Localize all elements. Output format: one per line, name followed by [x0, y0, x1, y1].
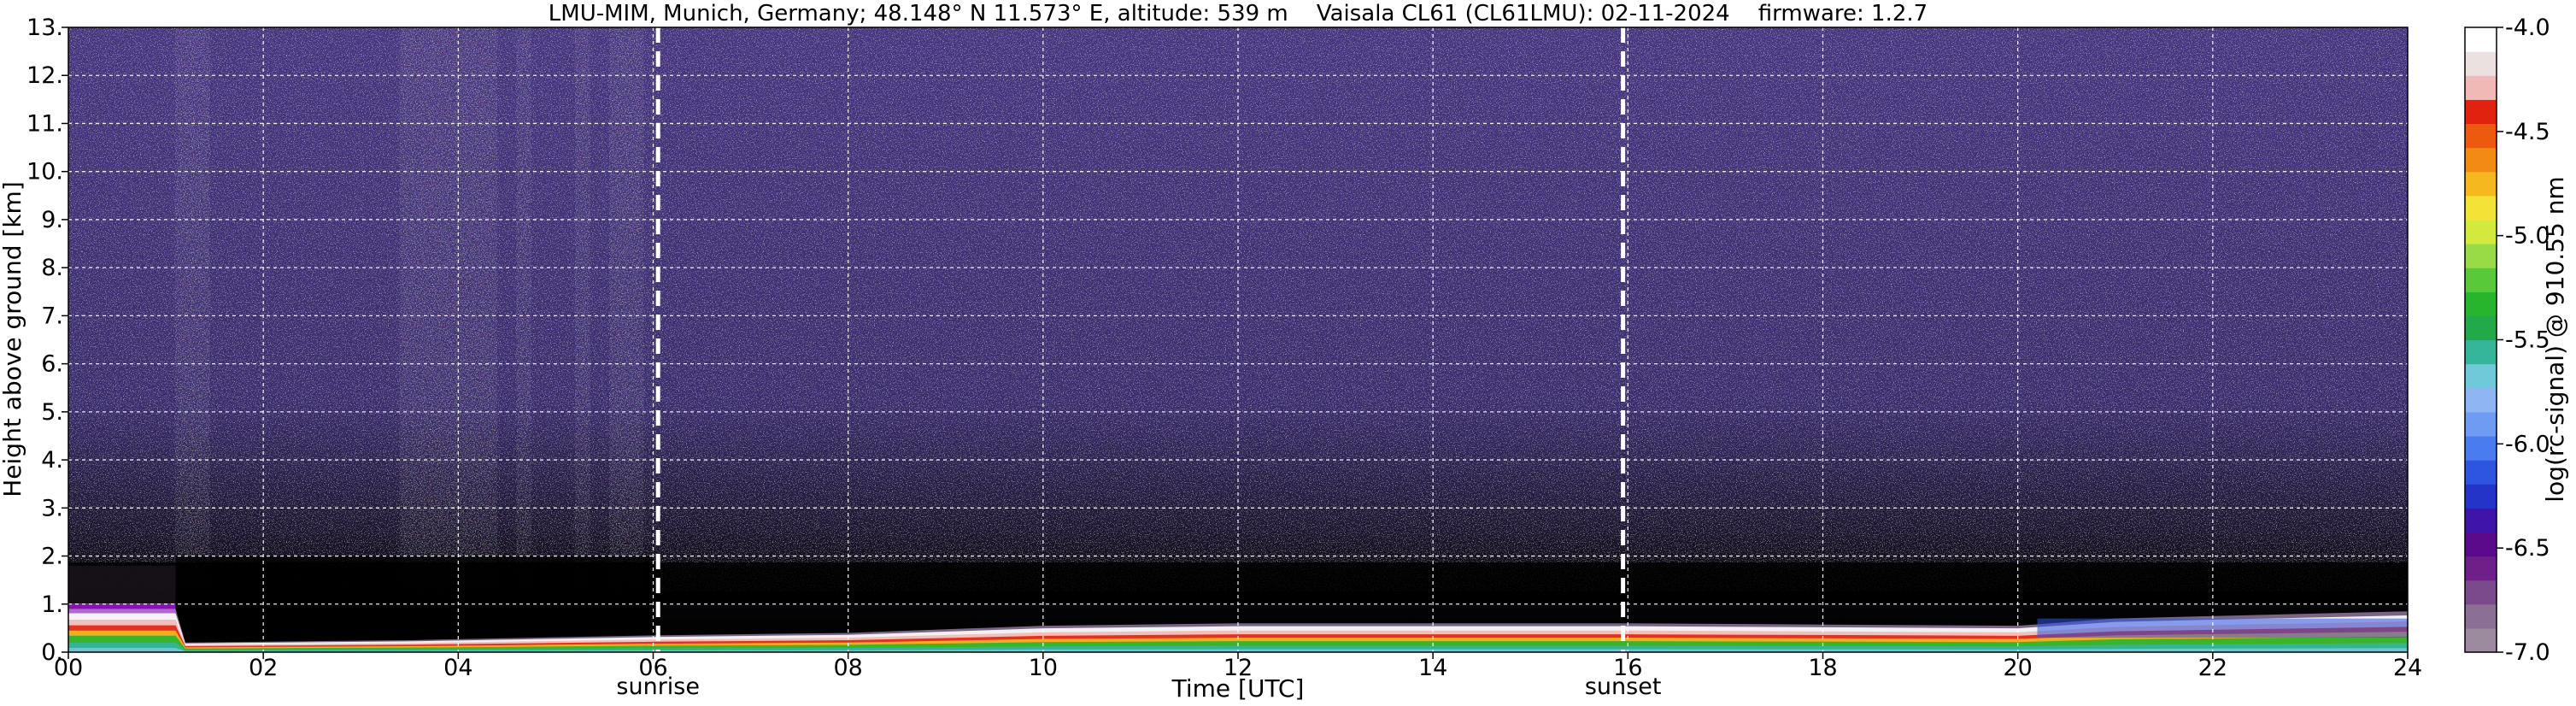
colorbar-segment [2465, 484, 2497, 509]
y-tick-label: 4. [41, 447, 63, 474]
colorbar-segment [2465, 460, 2497, 485]
streak-column [399, 27, 497, 595]
x-tick-label: 04 [443, 655, 472, 681]
annotation-label: sunrise [616, 674, 700, 700]
colorbar-tick-label: -5.5 [2505, 327, 2550, 354]
y-tick-label: 13. [26, 15, 63, 41]
y-ticks: 0. 1. 2. 3. 4. 5. 6. 7. 8. 9. 10. 11. 12. 13. [26, 15, 68, 666]
colorbar-ticks: -4.0 -4.5 -5.0 -5.5 -6.0 -6.5 -7.0 [2497, 15, 2550, 666]
colorbar-segment [2465, 123, 2497, 149]
streak-column [516, 27, 531, 595]
x-tick-label: 14 [1418, 655, 1447, 681]
x-tick-label: 18 [1808, 655, 1837, 681]
y-tick-label: 6. [41, 351, 63, 378]
colorbar-segment [2465, 508, 2497, 533]
colorbar-segment [2465, 75, 2497, 100]
colorbar-segment [2465, 27, 2497, 52]
colorbar-tick-label: -4.5 [2505, 119, 2550, 145]
x-tick-label: 20 [2003, 655, 2032, 681]
x-tick-label: 22 [2198, 655, 2227, 681]
y-tick-label: 5. [41, 399, 63, 426]
x-tick-label: 08 [833, 655, 862, 681]
y-tick-label: 11. [26, 110, 63, 137]
y-tick-label: 12. [26, 62, 63, 89]
colorbar-segment [2465, 315, 2497, 341]
y-tick-label: 7. [41, 303, 63, 329]
x-tick-label: 00 [54, 655, 83, 681]
colorbar-segments [2465, 27, 2497, 653]
colorbar-segment [2465, 580, 2497, 605]
colorbar-segment [2465, 171, 2497, 197]
colorbar-segment [2465, 387, 2497, 413]
colorbar-segment [2465, 291, 2497, 316]
y-tick-label: 0. [41, 639, 63, 666]
colorbar-tick-label: -7.0 [2505, 639, 2550, 666]
x-tick-label: 06 [638, 655, 667, 681]
y-tick-label: 3. [41, 495, 63, 521]
x-tick-label: 02 [249, 655, 278, 681]
colorbar-segment [2465, 363, 2497, 389]
colorbar-segment [2465, 51, 2497, 76]
colorbar-tick-label: -6.5 [2505, 535, 2550, 562]
y-tick-label: 2. [41, 544, 63, 570]
colorbar: -4.0 -4.5 -5.0 -5.5 -6.0 -6.5 -7.0 log(rc-sign… [2464, 15, 2569, 666]
y-tick-label: 1. [41, 591, 63, 618]
colorbar-segment [2465, 99, 2497, 125]
heatmap-area [68, 27, 2408, 652]
x-axis-label: Time [UTC] [1171, 674, 1305, 703]
colorbar-segment [2465, 411, 2497, 437]
colorbar-segment [2465, 556, 2497, 581]
colorbar-segment [2465, 627, 2497, 653]
annotation-label: sunset [1585, 674, 1662, 700]
colorbar-segment [2465, 603, 2497, 629]
x-tick-label: 12 [1223, 655, 1253, 681]
x-tick-label: 10 [1029, 655, 1058, 681]
x-tick-label: 24 [2393, 655, 2422, 681]
colorbar-tick-label: -4.0 [2505, 15, 2550, 41]
colorbar-tick-label: -6.0 [2505, 431, 2550, 457]
colorbar-label: log(rc-signal) @ 910.55 nm [2541, 176, 2569, 502]
colorbar-segment [2465, 268, 2497, 292]
y-tick-label: 9. [41, 207, 63, 233]
colorbar-segment [2465, 532, 2497, 557]
late-blue-layer [2037, 618, 2408, 638]
streak-column [575, 27, 590, 595]
annotation-labels: sunrise sunset [616, 674, 1661, 700]
sun-markers [655, 27, 1626, 652]
y-tick-label: 10. [26, 159, 63, 185]
grid-lines [68, 27, 2408, 652]
colorbar-segment [2465, 219, 2497, 244]
chart-title: LMU-MIM, Munich, Germany; 48.148° N 11.5… [549, 1, 1928, 26]
colorbar-segment [2465, 339, 2497, 365]
colorbar-segment [2465, 244, 2497, 268]
colorbar-segment [2465, 435, 2497, 461]
colorbar-segment [2465, 195, 2497, 221]
colorbar-tick-label: -5.0 [2505, 223, 2550, 250]
x-tick-label: 16 [1613, 655, 1642, 681]
colorbar-segment [2465, 147, 2497, 173]
x-ticks: 00 02 04 06 08 10 12 14 16 18 20 22 24 [54, 652, 2422, 681]
streak-column [175, 27, 210, 595]
streak-column [609, 27, 644, 595]
y-tick-label: 8. [41, 255, 63, 281]
y-axis-label: Height above ground [km] [0, 181, 26, 497]
